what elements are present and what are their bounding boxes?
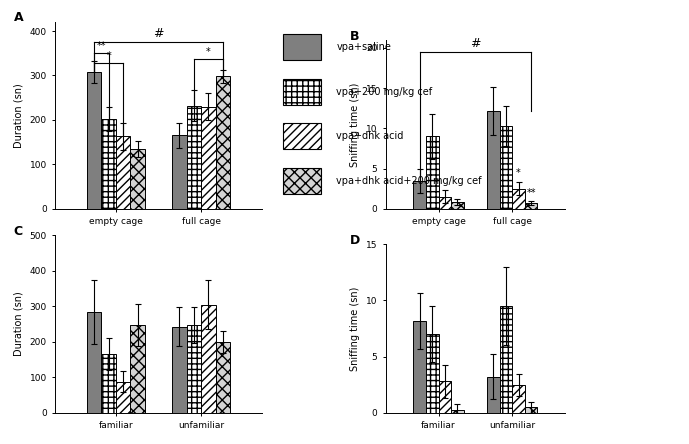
Y-axis label: Sniffing time (sn): Sniffing time (sn) <box>351 286 360 371</box>
Bar <box>426 136 438 209</box>
Bar <box>201 305 216 413</box>
Bar <box>513 189 525 209</box>
Bar <box>525 407 537 413</box>
Bar <box>87 313 101 413</box>
Text: vpa+200 mg/kg cef: vpa+200 mg/kg cef <box>336 87 433 97</box>
FancyBboxPatch shape <box>283 123 321 150</box>
Bar <box>451 409 464 413</box>
Bar <box>413 181 426 209</box>
Bar <box>116 136 130 209</box>
Text: #: # <box>153 28 164 40</box>
Bar <box>216 76 230 209</box>
Bar <box>172 135 187 209</box>
Bar <box>426 334 438 413</box>
Text: vpa+dhk acid+200 mg/kg cef: vpa+dhk acid+200 mg/kg cef <box>336 176 482 186</box>
Bar <box>525 203 537 209</box>
Text: vpa+dhk acid: vpa+dhk acid <box>336 131 404 141</box>
Text: C: C <box>14 225 23 238</box>
Text: **: ** <box>96 41 106 52</box>
Bar <box>187 325 201 413</box>
FancyBboxPatch shape <box>283 168 321 194</box>
Bar <box>187 106 201 209</box>
Bar <box>130 325 145 413</box>
Text: *: * <box>206 47 211 57</box>
Bar <box>216 342 230 413</box>
Bar <box>451 202 464 209</box>
Bar <box>172 327 187 413</box>
Bar <box>438 381 451 413</box>
Bar <box>438 197 451 209</box>
Bar <box>513 385 525 413</box>
Text: B: B <box>350 30 360 43</box>
Text: D: D <box>350 234 360 247</box>
Bar <box>101 119 116 209</box>
Text: #: # <box>470 37 481 50</box>
Bar <box>130 149 145 209</box>
Y-axis label: Sniffing time (sn): Sniffing time (sn) <box>351 82 360 166</box>
Text: vpa+saline: vpa+saline <box>336 42 391 52</box>
Text: **: ** <box>526 188 536 198</box>
Bar <box>116 382 130 413</box>
FancyBboxPatch shape <box>283 79 321 105</box>
Bar <box>487 377 500 413</box>
Bar <box>413 321 426 413</box>
Bar <box>487 111 500 209</box>
Bar <box>87 72 101 209</box>
Bar <box>500 126 513 209</box>
Text: *: * <box>106 51 111 61</box>
Bar <box>101 354 116 413</box>
Y-axis label: Duration (sn): Duration (sn) <box>14 83 24 148</box>
Bar <box>201 107 216 209</box>
Y-axis label: Duration (sn): Duration (sn) <box>14 292 24 357</box>
Text: *: * <box>516 168 521 178</box>
Text: A: A <box>14 11 23 24</box>
FancyBboxPatch shape <box>283 34 321 60</box>
Bar <box>500 306 513 413</box>
